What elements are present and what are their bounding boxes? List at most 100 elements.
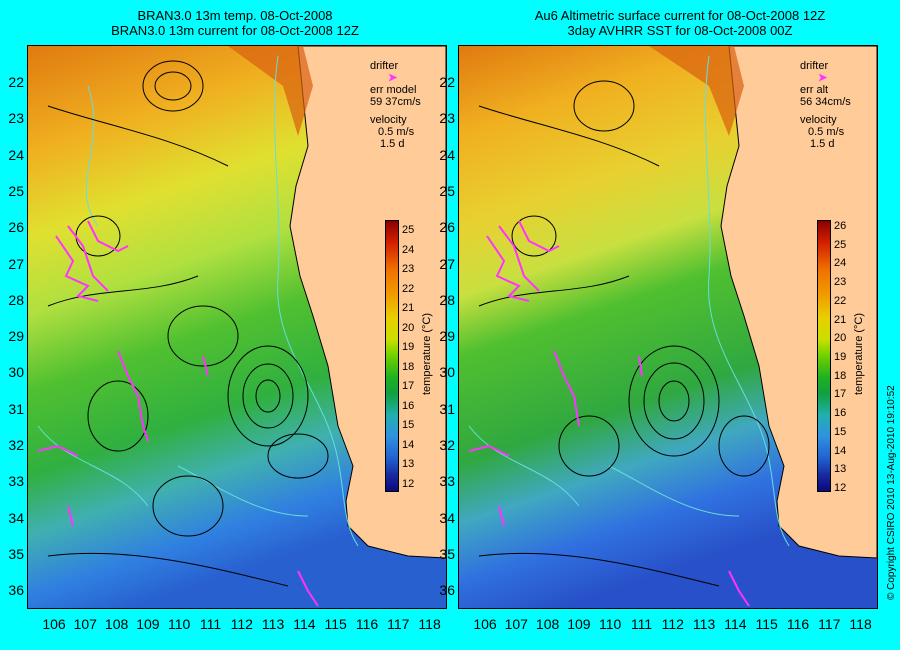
latitude-label: 28 bbox=[439, 291, 455, 308]
latitude-label: 22 bbox=[8, 74, 24, 90]
longitude-label: 108 bbox=[535, 616, 560, 632]
left-map-panel[interactable] bbox=[27, 45, 447, 609]
latitude-label: 29 bbox=[439, 328, 455, 345]
longitude-label: 111 bbox=[630, 616, 653, 632]
contour-lines bbox=[37, 55, 359, 547]
longitude-label: 114 bbox=[293, 616, 316, 632]
drifter-arrow-icon: ➤ bbox=[818, 72, 828, 84]
longitude-label: 116 bbox=[355, 616, 379, 632]
velocity-scale: 0.5 m/s bbox=[378, 126, 415, 138]
left-colorbar-label: temperature (°C) bbox=[421, 312, 433, 395]
longitude-label: 111 bbox=[199, 616, 222, 632]
longitude-label: 116 bbox=[786, 616, 810, 632]
colorbar-tick: 23 bbox=[402, 263, 415, 276]
longitude-label: 115 bbox=[755, 616, 778, 632]
longitude-label: 117 bbox=[818, 616, 841, 632]
latitude-label: 31 bbox=[439, 400, 455, 417]
drifter-label: drifter bbox=[800, 60, 829, 72]
right-legend: drifter ➤ err alt 56 34cm/s velocity 0.5… bbox=[800, 60, 851, 150]
longitude-label: 112 bbox=[230, 616, 253, 632]
velocity-label: velocity bbox=[370, 114, 407, 126]
latitude-label: 31 bbox=[8, 400, 24, 417]
latitude-label: 35 bbox=[439, 545, 455, 562]
time-scale: 1.5 d bbox=[810, 138, 835, 150]
colorbar-tick: 19 bbox=[402, 341, 415, 354]
colorbar-tick: 25 bbox=[834, 238, 847, 251]
right-title-line1: Au6 Altimetric surface current for 08-Oc… bbox=[534, 8, 826, 23]
drifter-tracks bbox=[37, 220, 319, 607]
colorbar-tick: 24 bbox=[402, 243, 415, 256]
right-title-line2: 3day AVHRR SST for 08-Oct-2008 00Z bbox=[567, 23, 793, 38]
land-mass bbox=[289, 46, 446, 559]
colorbar-tick: 17 bbox=[402, 380, 415, 393]
latitude-label: 35 bbox=[8, 545, 24, 562]
latitude-label: 29 bbox=[8, 328, 24, 345]
left-map-svg bbox=[28, 46, 446, 608]
velocity-scale: 0.5 m/s bbox=[808, 126, 845, 138]
longitude-label: 106 bbox=[42, 616, 66, 632]
colorbar-tick: 23 bbox=[834, 276, 847, 289]
colorbar-tick: 12 bbox=[402, 478, 415, 490]
latitude-label: 36 bbox=[8, 582, 24, 599]
velocity-label: velocity bbox=[800, 114, 837, 126]
time-scale: 1.5 d bbox=[380, 138, 405, 150]
longitude-label: 110 bbox=[599, 616, 622, 632]
longitude-label: 117 bbox=[387, 616, 410, 632]
latitude-label: 36 bbox=[439, 582, 455, 599]
longitude-label: 109 bbox=[136, 616, 160, 632]
colorbar-tick: 26 bbox=[834, 220, 847, 232]
latitude-label: 25 bbox=[439, 182, 455, 199]
longitude-label: 108 bbox=[104, 616, 129, 632]
right-map-panel[interactable] bbox=[458, 45, 878, 609]
colorbar-tick: 21 bbox=[402, 302, 415, 315]
longitude-label: 113 bbox=[692, 616, 716, 632]
colorbar-tick: 16 bbox=[834, 407, 847, 420]
latitude-label: 24 bbox=[439, 146, 455, 163]
left-continental-dark bbox=[228, 46, 313, 136]
colorbar-tick: 16 bbox=[402, 399, 415, 412]
err-value: 59 37cm/s bbox=[370, 96, 421, 108]
longitude-label: 107 bbox=[504, 616, 528, 632]
colorbar-tick: 14 bbox=[834, 444, 847, 457]
latitude-label: 28 bbox=[8, 291, 24, 308]
colorbar-tick: 15 bbox=[834, 425, 847, 438]
latitude-label: 26 bbox=[8, 219, 24, 236]
latitude-label: 27 bbox=[8, 255, 24, 272]
longitude-label: 113 bbox=[261, 616, 285, 632]
colorbar-tick: 24 bbox=[834, 257, 847, 270]
err-label: err model bbox=[370, 84, 417, 96]
colorbar-tick: 22 bbox=[402, 282, 415, 295]
right-title: Au6 Altimetric surface current for 08-Oc… bbox=[470, 8, 890, 38]
colorbar-tick: 18 bbox=[402, 360, 415, 373]
err-label: err alt bbox=[800, 84, 829, 96]
longitude-label: 110 bbox=[168, 616, 191, 632]
latitude-label: 27 bbox=[439, 255, 455, 272]
drifter-label: drifter bbox=[370, 60, 399, 72]
contour-lines bbox=[468, 55, 790, 547]
eddy-streamlines bbox=[478, 80, 770, 587]
longitude-label: 114 bbox=[724, 616, 747, 632]
colorbar-tick: 12 bbox=[834, 482, 847, 494]
colorbar-tick: 19 bbox=[834, 351, 847, 363]
right-colorbar-label: temperature (°C) bbox=[853, 312, 865, 395]
latitude-label: 22 bbox=[439, 74, 455, 90]
longitude-label: 118 bbox=[418, 616, 441, 632]
latitude-label: 23 bbox=[439, 110, 455, 127]
copyright-notice: © Copyright CSIRO 2010 13-Aug-2010 19:10… bbox=[886, 385, 897, 600]
eddy-streamlines bbox=[47, 60, 329, 587]
land-mass bbox=[720, 46, 877, 559]
colorbar-tick: 14 bbox=[402, 438, 415, 451]
latitude-label: 33 bbox=[439, 473, 455, 490]
left-title-line2: BRAN3.0 13m current for 08-Oct-2008 12Z bbox=[111, 23, 359, 38]
longitude-label: 115 bbox=[324, 616, 347, 632]
latitude-label: 30 bbox=[8, 364, 24, 381]
longitude-label: 109 bbox=[567, 616, 591, 632]
colorbar-tick: 13 bbox=[402, 458, 415, 471]
left-title: BRAN3.0 13m temp. 08-Oct-2008 BRAN3.0 13… bbox=[60, 8, 410, 38]
latitude-label: 23 bbox=[8, 110, 24, 127]
right-colorbar bbox=[817, 220, 831, 492]
latitude-label: 30 bbox=[439, 364, 455, 381]
latitude-label: 34 bbox=[8, 509, 24, 526]
latitude-label: 25 bbox=[8, 182, 24, 199]
colorbar-tick: 21 bbox=[834, 313, 847, 326]
